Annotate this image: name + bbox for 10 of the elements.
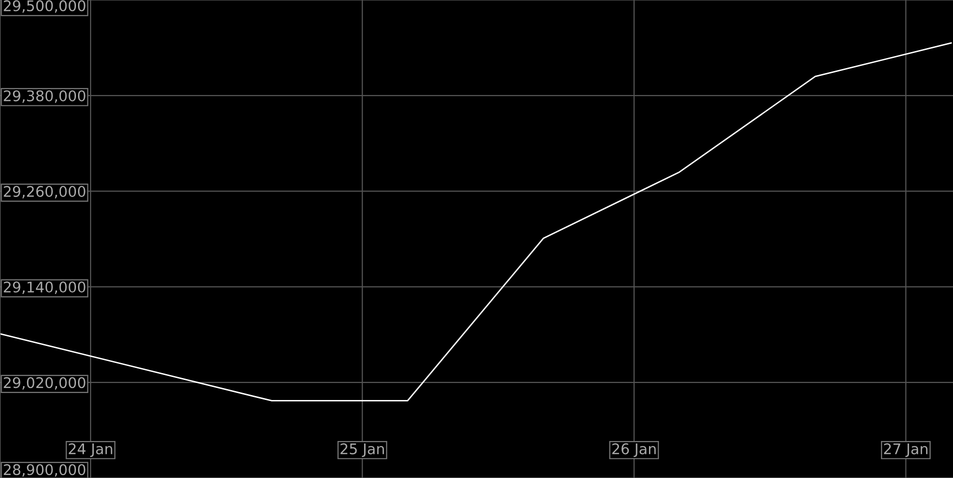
- x-tick-label: 27 Jan: [884, 443, 928, 458]
- x-tick-label: 24 Jan: [68, 443, 112, 458]
- x-tick-label: 26 Jan: [612, 443, 656, 458]
- y-tick-label: 29,380,000: [4, 90, 86, 103]
- x-tick-label: 25 Jan: [340, 443, 384, 458]
- y-tick-label: 29,500,000: [4, 0, 86, 13]
- y-tick-label: 28,900,000: [4, 464, 86, 477]
- y-tick-label: 29,140,000: [4, 282, 86, 294]
- y-tick-label: 29,260,000: [4, 186, 86, 198]
- y-tick-label: 29,020,000: [4, 377, 86, 390]
